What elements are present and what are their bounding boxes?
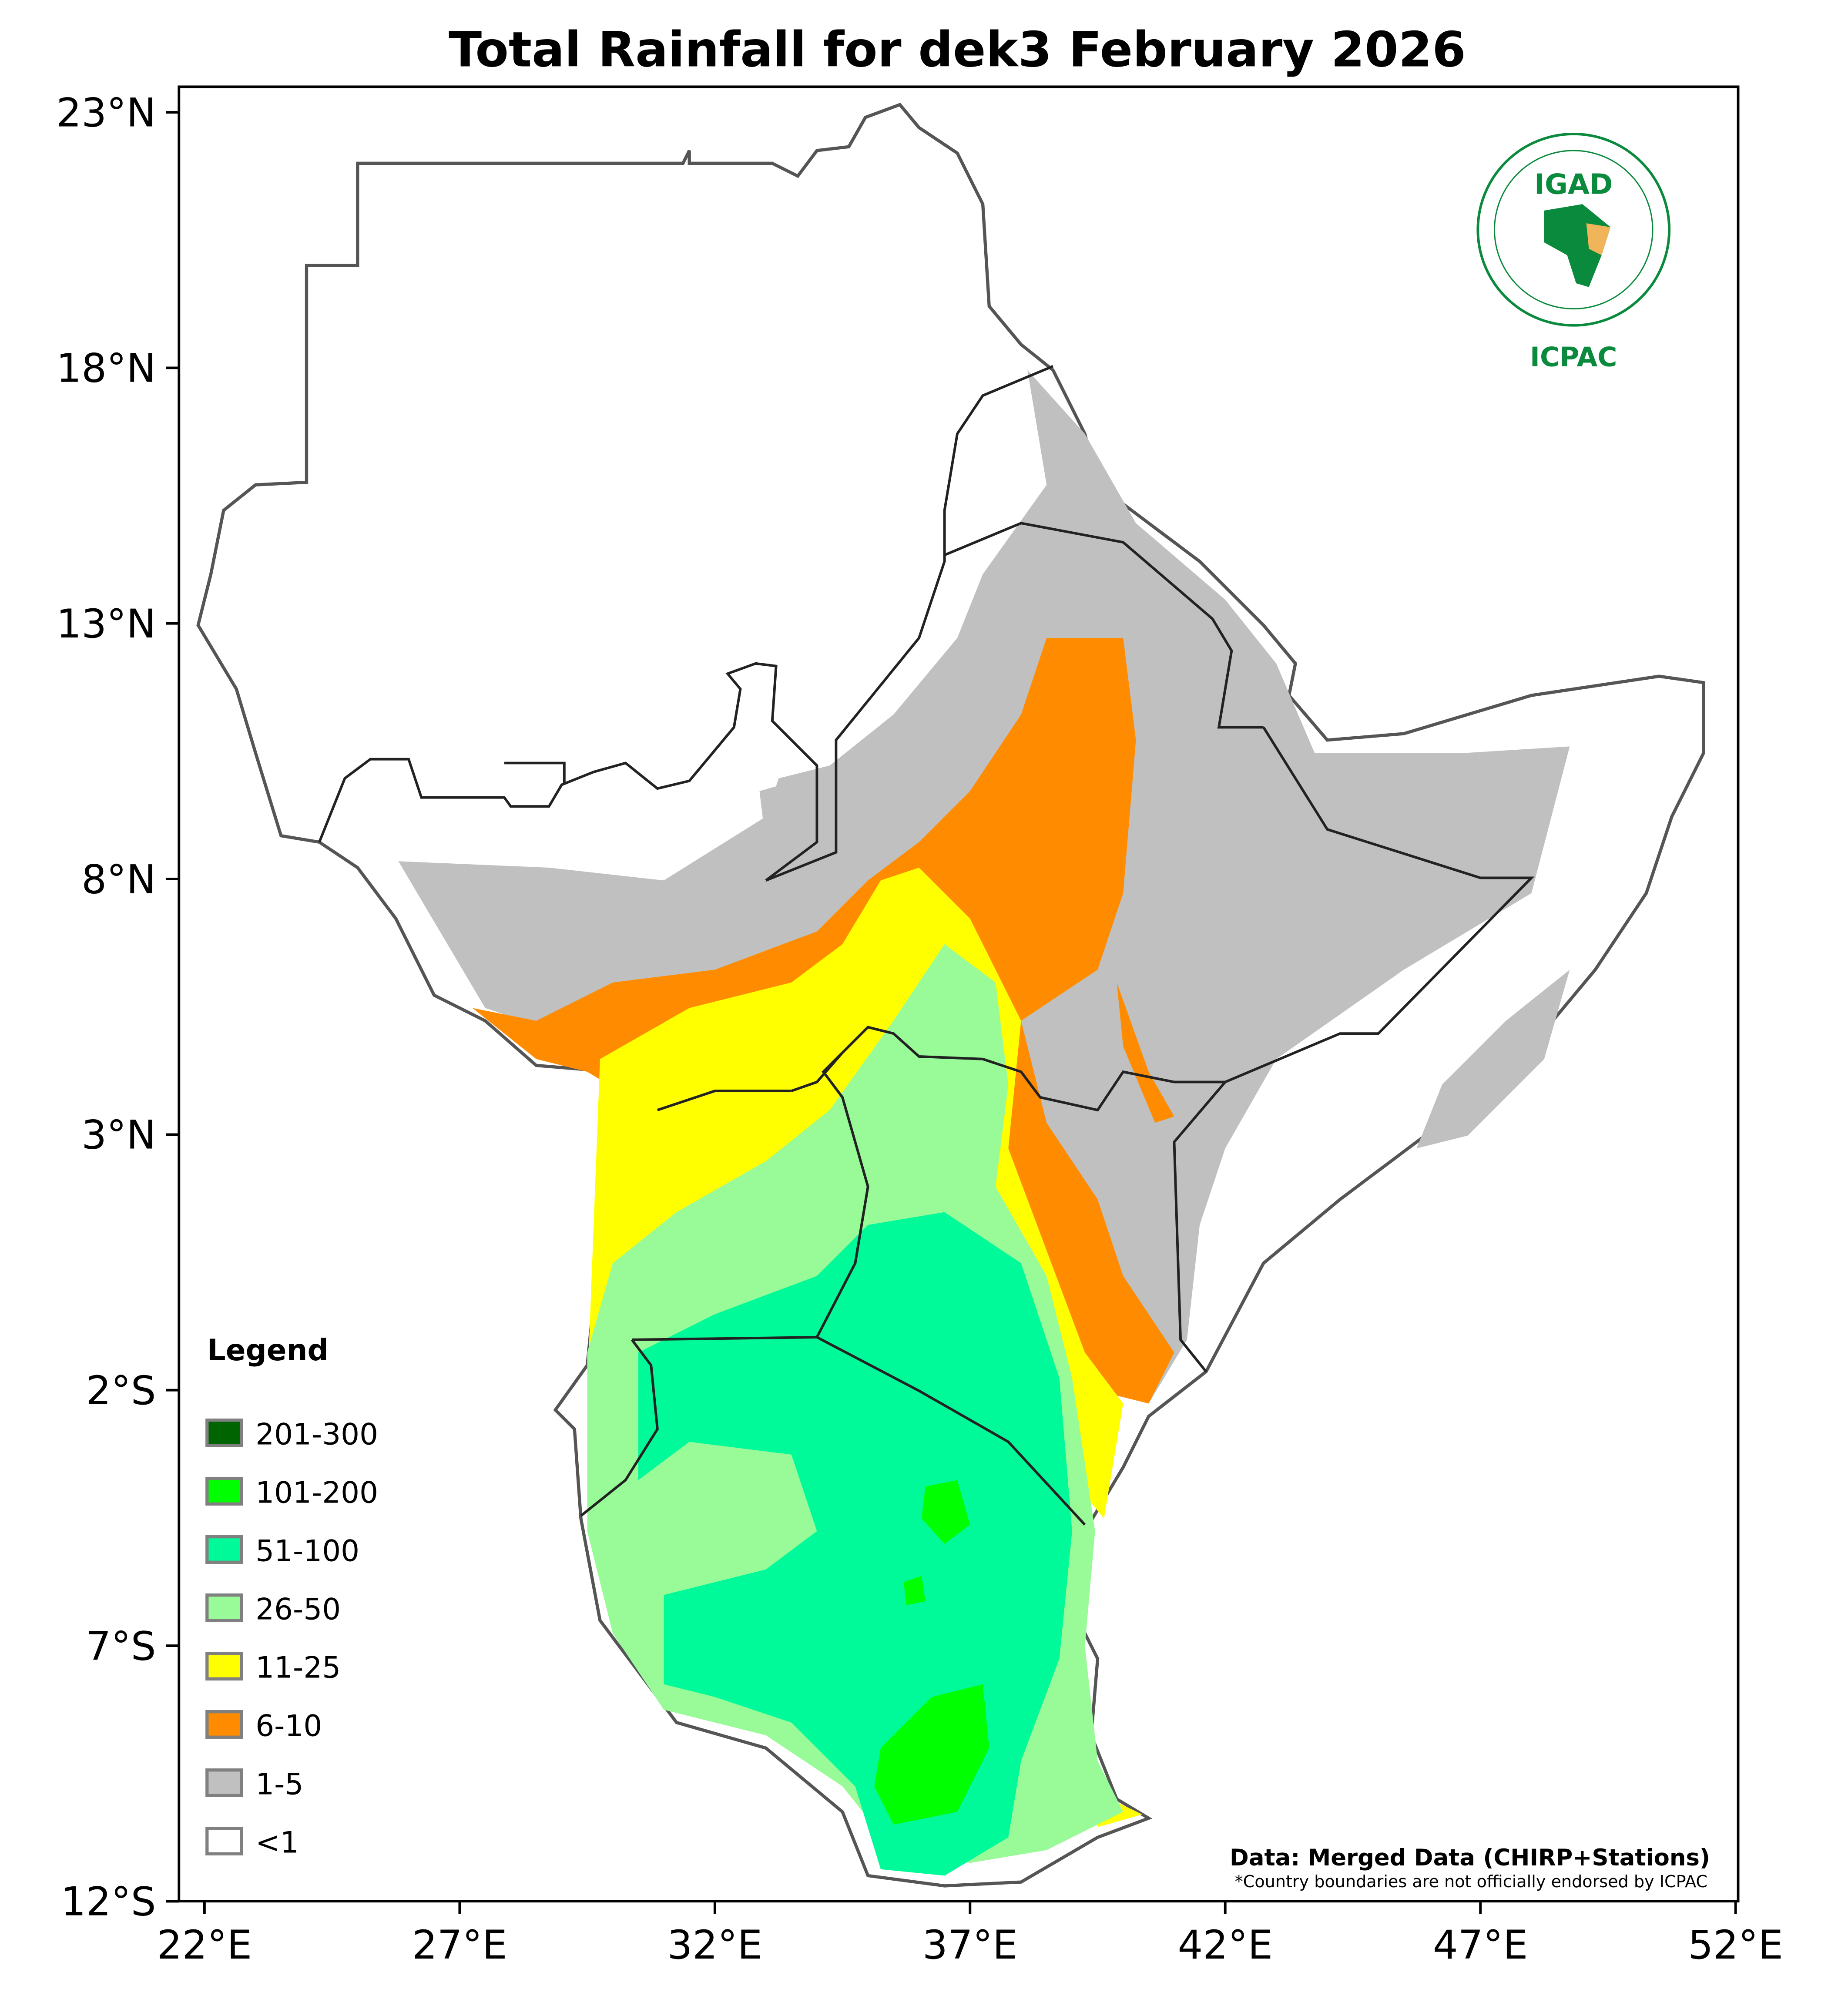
x-tick-label: 22°E [157, 1922, 252, 1968]
y-tick-label: 3°N [81, 1113, 156, 1158]
legend-swatch [205, 1535, 243, 1564]
rain-zone-1-5 [1416, 969, 1570, 1149]
rain-zone-1-5 [759, 778, 807, 829]
map-area [196, 103, 1706, 1888]
latitude-axis: 23°N 18°N 13°N 8°N 3°N 2°S 7°S 12°S [56, 90, 179, 1925]
legend-label: 201-300 [255, 1417, 378, 1451]
boundary-disclaimer: *Country boundaries are not officially e… [1235, 1872, 1707, 1891]
legend-label: 26-50 [255, 1592, 341, 1626]
rain-zone-6-10 [1117, 982, 1174, 1123]
legend-label: 11-25 [255, 1650, 341, 1684]
y-tick-label: 23°N [56, 90, 156, 136]
longitude-axis: 22°E 27°E 32°E 37°E 42°E 47°E 52°E [157, 1901, 1783, 1968]
y-tick-label: 2°S [86, 1368, 156, 1414]
legend-swatch [205, 1826, 243, 1855]
legend-label: 51-100 [255, 1533, 359, 1568]
legend-label: <1 [255, 1825, 299, 1859]
map-title: Total Rainfall for dek3 February 2026 [449, 22, 1466, 78]
x-tick-label: 27°E [412, 1922, 507, 1968]
legend: 201-300 101-200 51-100 26-50 11-25 6-10 1-5 <1 [205, 1417, 378, 1859]
rain-zone-101-200 [874, 1684, 989, 1825]
icpac-logo: IGAD ICPAC [1476, 132, 1671, 373]
y-tick-label: 12°S [61, 1879, 156, 1925]
y-tick-label: 13°N [56, 601, 156, 647]
logo-icpac-text: ICPAC [1530, 342, 1617, 373]
y-tick-label: 18°N [56, 346, 156, 392]
legend-swatch [205, 1651, 243, 1681]
legend-label: 6-10 [255, 1708, 322, 1743]
legend-swatch [205, 1768, 243, 1797]
x-tick-label: 32°E [667, 1922, 763, 1968]
x-tick-label: 47°E [1433, 1922, 1528, 1968]
x-tick-label: 37°E [922, 1922, 1018, 1968]
y-tick-label: 7°S [86, 1624, 156, 1669]
plot-frame [178, 85, 1740, 1903]
legend-swatch [205, 1476, 243, 1506]
legend-title: Legend [207, 1333, 329, 1367]
country-borders [318, 365, 1535, 1526]
legend-swatch [205, 1593, 243, 1622]
rain-zone-101-200 [903, 1576, 926, 1605]
legend-label: 1-5 [255, 1767, 303, 1801]
legend-swatch [205, 1710, 243, 1739]
legend-label: 101-200 [255, 1475, 378, 1509]
logo-igad-text: IGAD [1534, 168, 1613, 201]
y-tick-label: 8°N [81, 857, 156, 902]
x-tick-label: 52°E [1688, 1922, 1783, 1968]
x-tick-label: 42°E [1177, 1922, 1273, 1968]
rain-zone-101-200 [921, 1480, 970, 1544]
data-source: Data: Merged Data (CHIRP+Stations) [1230, 1845, 1710, 1871]
legend-swatch [205, 1418, 243, 1447]
